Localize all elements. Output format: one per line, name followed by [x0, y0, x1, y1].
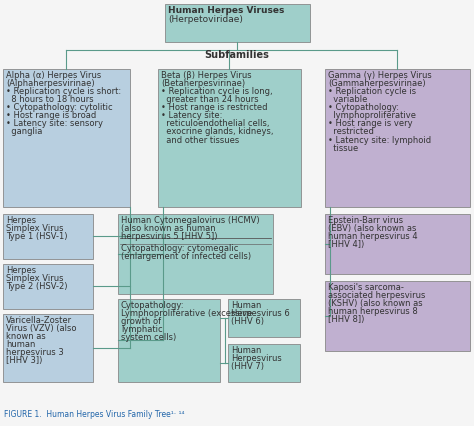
Text: 8 hours to 18 hours: 8 hours to 18 hours — [6, 95, 94, 104]
Text: growth of: growth of — [121, 316, 161, 325]
Text: lymphatic: lymphatic — [121, 324, 163, 333]
FancyBboxPatch shape — [118, 215, 273, 294]
Text: (Betaherpesvirinae): (Betaherpesvirinae) — [161, 79, 245, 88]
Text: Cytopathology: cytomegalic: Cytopathology: cytomegalic — [121, 244, 238, 253]
Text: lymphoproliferative: lymphoproliferative — [328, 111, 416, 120]
FancyBboxPatch shape — [3, 265, 93, 309]
Text: exocrine glands, kidneys,: exocrine glands, kidneys, — [161, 127, 273, 136]
Text: Herpesvirus 6: Herpesvirus 6 — [231, 308, 290, 317]
Text: • Latency site:: • Latency site: — [161, 111, 222, 120]
Text: restricted: restricted — [328, 127, 374, 136]
Text: (also known as human: (also known as human — [121, 223, 216, 232]
Text: Type 1 (HSV-1): Type 1 (HSV-1) — [6, 231, 67, 240]
Text: (Herpetoviridae): (Herpetoviridae) — [168, 15, 243, 24]
Text: variable: variable — [328, 95, 367, 104]
Text: [HHV 3]): [HHV 3]) — [6, 355, 42, 365]
Text: Subfamilies: Subfamilies — [205, 50, 269, 60]
Text: • Latency site: lymphoid: • Latency site: lymphoid — [328, 135, 431, 144]
Text: known as: known as — [6, 331, 46, 340]
Text: • Cytopathology: cytolitic: • Cytopathology: cytolitic — [6, 103, 113, 112]
FancyBboxPatch shape — [118, 299, 220, 382]
Text: human herpesvirus 4: human herpesvirus 4 — [328, 231, 418, 240]
Text: Simplex Virus: Simplex Virus — [6, 223, 64, 232]
Text: human herpesvirus 8: human herpesvirus 8 — [328, 306, 418, 315]
FancyBboxPatch shape — [228, 299, 300, 337]
Text: reticuloendothelial cells,: reticuloendothelial cells, — [161, 119, 270, 128]
Text: Type 2 (HSV-2): Type 2 (HSV-2) — [6, 281, 67, 290]
Text: Epstein-Barr virus: Epstein-Barr virus — [328, 215, 403, 224]
Text: (EBV) (also known as: (EBV) (also known as — [328, 223, 416, 232]
FancyBboxPatch shape — [3, 215, 93, 259]
Text: herpesvirus 3: herpesvirus 3 — [6, 347, 64, 357]
Text: Human: Human — [231, 345, 261, 354]
Text: system cells): system cells) — [121, 332, 176, 341]
Text: human: human — [6, 339, 36, 348]
Text: (HHV 7): (HHV 7) — [231, 361, 264, 370]
Text: FIGURE 1.  Human Herpes Virus Family Tree¹· ¹⁴: FIGURE 1. Human Herpes Virus Family Tree… — [4, 409, 184, 418]
FancyBboxPatch shape — [325, 281, 470, 351]
Text: (KSHV) (also known as: (KSHV) (also known as — [328, 298, 423, 307]
Text: (HHV 6): (HHV 6) — [231, 316, 264, 325]
FancyBboxPatch shape — [325, 70, 470, 207]
Text: Alpha (α) Herpes Virus: Alpha (α) Herpes Virus — [6, 71, 101, 80]
Text: • Replication cycle is long,: • Replication cycle is long, — [161, 87, 273, 96]
Text: Human Cytomegalovirus (HCMV): Human Cytomegalovirus (HCMV) — [121, 215, 260, 224]
Text: (Alphaherpesvirinae): (Alphaherpesvirinae) — [6, 79, 95, 88]
Text: Varicella-Zoster: Varicella-Zoster — [6, 315, 72, 324]
Text: Lymphoproliferative (excessive: Lymphoproliferative (excessive — [121, 308, 252, 317]
Text: • Replication cycle is: • Replication cycle is — [328, 87, 416, 96]
Text: ganglia: ganglia — [6, 127, 42, 136]
Text: • Host range is broad: • Host range is broad — [6, 111, 96, 120]
FancyBboxPatch shape — [228, 344, 300, 382]
Text: • Host range is restricted: • Host range is restricted — [161, 103, 267, 112]
Text: Simplex Virus: Simplex Virus — [6, 273, 64, 282]
Text: greater than 24 hours: greater than 24 hours — [161, 95, 259, 104]
Text: Human Herpes Viruses: Human Herpes Viruses — [168, 6, 284, 15]
Text: herpesvirus 5 [HHV 5]): herpesvirus 5 [HHV 5]) — [121, 231, 218, 240]
Text: Kaposi's sarcoma-: Kaposi's sarcoma- — [328, 282, 404, 291]
Text: (Gammaherpesvirinae): (Gammaherpesvirinae) — [328, 79, 426, 88]
Text: • Host range is very: • Host range is very — [328, 119, 413, 128]
Text: Herpesvirus: Herpesvirus — [231, 353, 282, 362]
Text: Human: Human — [231, 300, 261, 309]
Text: and other tissues: and other tissues — [161, 135, 239, 144]
Text: associated herpesvirus: associated herpesvirus — [328, 290, 425, 299]
FancyBboxPatch shape — [3, 70, 130, 207]
Text: • Cytopathology:: • Cytopathology: — [328, 103, 399, 112]
FancyBboxPatch shape — [158, 70, 301, 207]
Text: [HHV 4]): [HHV 4]) — [328, 239, 364, 248]
FancyBboxPatch shape — [325, 215, 470, 274]
Text: • Replication cycle is short:: • Replication cycle is short: — [6, 87, 121, 96]
Text: Virus (VZV) (also: Virus (VZV) (also — [6, 323, 76, 332]
Text: [HHV 8]): [HHV 8]) — [328, 314, 365, 323]
Text: Beta (β) Herpes Virus: Beta (β) Herpes Virus — [161, 71, 252, 80]
Text: Herpes: Herpes — [6, 215, 36, 224]
Text: (enlargement of infected cells): (enlargement of infected cells) — [121, 252, 251, 261]
Text: Herpes: Herpes — [6, 265, 36, 274]
Text: tissue: tissue — [328, 144, 358, 153]
Text: Gamma (γ) Herpes Virus: Gamma (γ) Herpes Virus — [328, 71, 432, 80]
Text: Cytopathology:: Cytopathology: — [121, 300, 184, 309]
FancyBboxPatch shape — [165, 5, 310, 43]
FancyBboxPatch shape — [3, 314, 93, 382]
Text: • Latency site: sensory: • Latency site: sensory — [6, 119, 103, 128]
